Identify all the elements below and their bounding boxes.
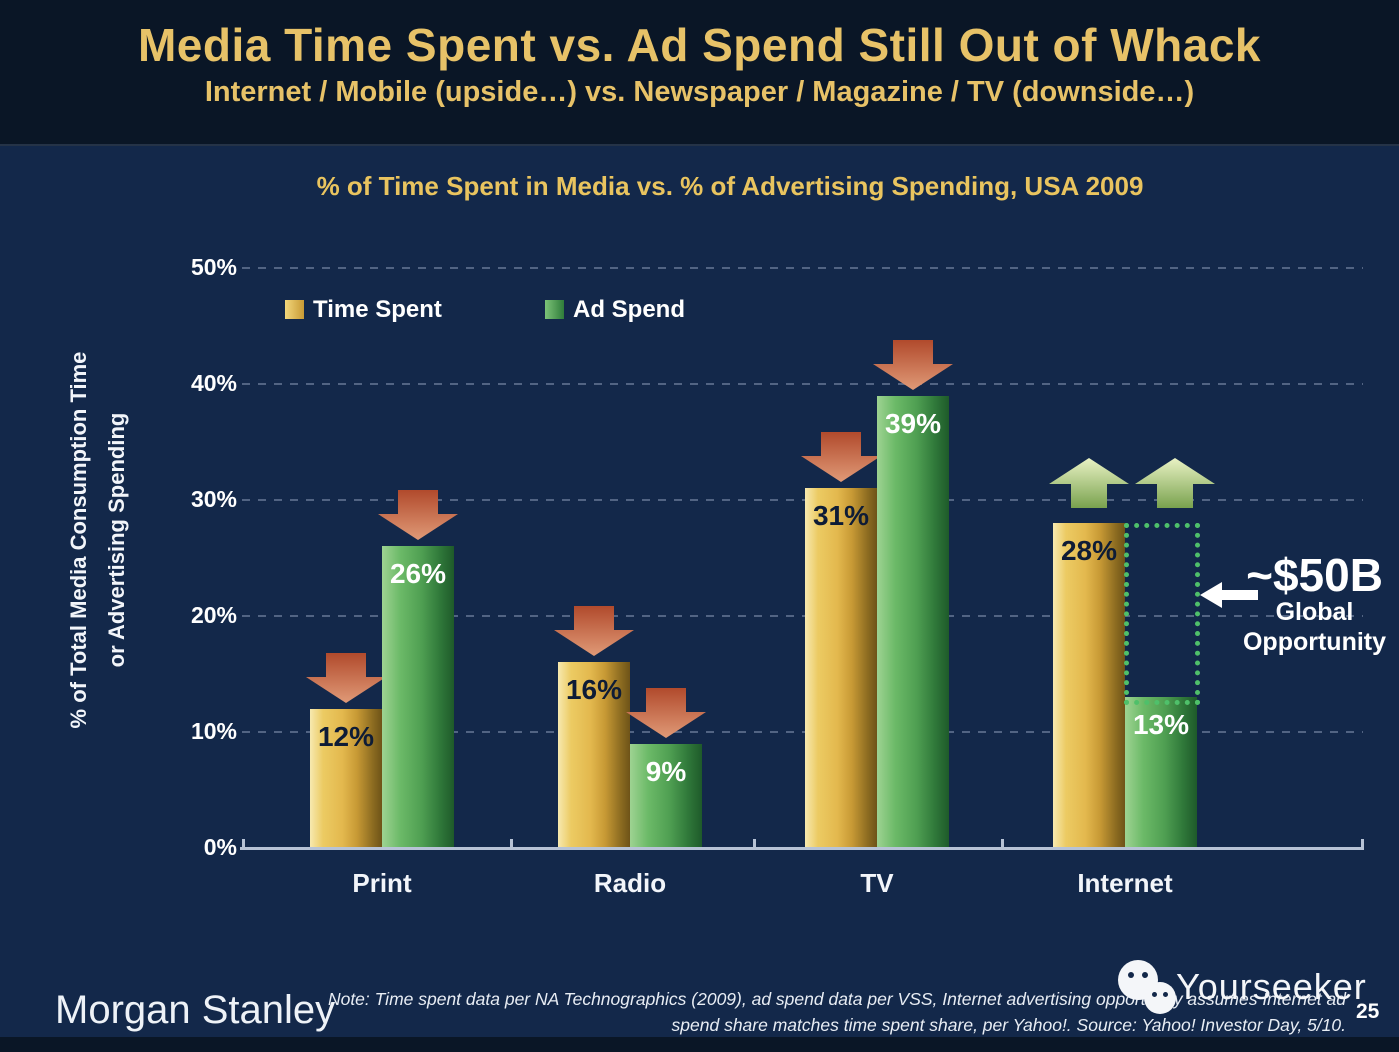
source-note-line2: spend share matches time spent share, pe…	[671, 1015, 1346, 1035]
y-axis-title-line1: % of Total Media Consumption Time	[66, 351, 91, 729]
category-label-tv: TV	[860, 868, 894, 898]
x-axis-tick	[1361, 839, 1364, 850]
gridline-50%	[242, 267, 1363, 269]
chat-bubble-eye	[1142, 972, 1148, 978]
y-tick-label-10%: 10%	[190, 718, 237, 744]
bar-value-label: 28%	[1060, 535, 1118, 567]
ad-spend-swatch-icon	[545, 300, 564, 319]
y-tick-label-30%: 30%	[190, 486, 237, 512]
bar-tv-time-spent: 31%	[805, 488, 877, 848]
chat-bubble-eye	[1128, 972, 1134, 978]
gridline-10%	[242, 731, 1363, 733]
source-note: Note: Time spent data per NA Technograph…	[300, 986, 1346, 1038]
bar-value-label: 31%	[812, 500, 870, 532]
chat-bubble-eye	[1163, 992, 1168, 997]
morgan-stanley-logo: Morgan Stanley	[55, 988, 336, 1032]
gridline-40%	[242, 383, 1363, 385]
arrow-up-icon	[1048, 458, 1130, 513]
category-label-print: Print	[352, 868, 412, 898]
x-axis-tick	[753, 839, 756, 850]
header: Media Time Spent vs. Ad Spend Still Out …	[0, 0, 1399, 146]
bar-tv-ad-spend: 39%	[877, 395, 949, 848]
x-axis-tick	[1001, 839, 1004, 850]
category-label-radio: Radio	[593, 868, 667, 898]
legend-label-time-spent: Time Spent	[313, 296, 442, 323]
legend-item-ad-spend: Ad Spend	[545, 296, 685, 323]
slide-title: Media Time Spent vs. Ad Spend Still Out …	[137, 19, 1262, 71]
time-spent-swatch-icon	[285, 300, 304, 319]
y-axis-title: % of Total Media Consumption Time or Adv…	[60, 260, 180, 820]
bottom-border	[0, 1037, 1399, 1052]
x-axis-tick	[242, 839, 245, 850]
bar-print-time-spent: 12%	[310, 708, 382, 848]
bar-radio-ad-spend: 9%	[630, 743, 702, 848]
chart-title: % of Time Spent in Media vs. % of Advert…	[316, 171, 1144, 201]
legend-item-time-spent: Time Spent	[285, 296, 442, 323]
slide-subtitle: Internet / Mobile (upside…) vs. Newspape…	[204, 76, 1195, 108]
y-tick-label-40%: 40%	[190, 370, 237, 396]
bar-print-ad-spend: 26%	[382, 546, 454, 848]
bar-value-label: 26%	[389, 558, 447, 590]
y-tick-label-0%: 0%	[203, 834, 237, 860]
bar-value-label: 9%	[645, 755, 687, 787]
annotation-left-arrow-icon	[1200, 582, 1258, 608]
legend-label-ad-spend: Ad Spend	[573, 296, 685, 323]
arrow-up-icon	[1134, 458, 1216, 513]
opportunity-label-line2: Opportunity	[1242, 628, 1387, 656]
arrow-down-icon	[306, 652, 386, 708]
bar-value-label: 12%	[317, 720, 375, 752]
arrow-down-icon	[873, 339, 953, 395]
arrow-down-icon	[378, 490, 458, 545]
gridline-20%	[242, 615, 1363, 617]
y-tick-label-20%: 20%	[190, 602, 237, 628]
arrow-down-icon	[626, 687, 706, 743]
bar-value-label: 39%	[884, 407, 942, 439]
gridline-30%	[242, 499, 1363, 501]
y-tick-label-50%: 50%	[190, 254, 237, 280]
opportunity-dotted-box	[1124, 523, 1200, 706]
arrow-down-icon	[554, 606, 634, 661]
opportunity-value: ~$50B	[1246, 549, 1383, 601]
bar-internet-ad-spend: 13%	[1125, 697, 1197, 848]
opportunity-label-line1: Global	[1275, 598, 1354, 626]
bar-internet-time-spent: 28%	[1053, 523, 1125, 848]
page-number: 25	[1356, 1000, 1380, 1023]
chat-bubble-small-icon	[1144, 982, 1176, 1014]
source-note-line1: Note: Time spent data per NA Technograph…	[327, 989, 1346, 1009]
x-axis-tick	[510, 839, 513, 850]
bar-radio-time-spent: 16%	[558, 662, 630, 848]
category-label-internet: Internet	[1077, 868, 1173, 898]
bar-value-label: 16%	[565, 674, 623, 706]
x-axis-line	[240, 847, 1364, 850]
watermark-text: Yourseeker	[1176, 966, 1367, 1007]
y-axis-title-line2: or Advertising Spending	[104, 412, 129, 668]
arrow-down-icon	[801, 432, 881, 487]
chat-bubble-eye	[1152, 992, 1157, 997]
bar-value-label: 13%	[1132, 709, 1190, 741]
